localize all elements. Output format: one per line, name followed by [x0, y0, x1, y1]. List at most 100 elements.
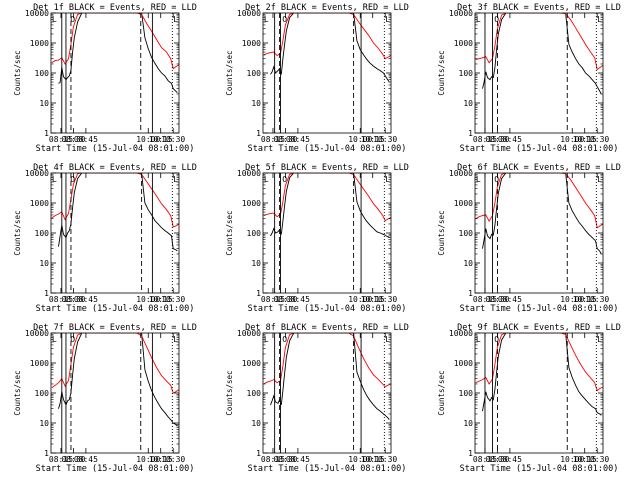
panel-8-xlabel: Start Time (15-Jul-04 08:01:00) — [248, 464, 407, 474]
panel-7-title: Det 7f BLACK = Events, RED = LLD — [33, 323, 197, 333]
panel-3-ytick-label-2: 10 — [463, 99, 473, 108]
panel-6-ylabel: Counts/sec — [437, 210, 446, 255]
panel-6-xtick-label-1: 08:15 — [473, 295, 497, 304]
panel-2-xtick-label-3: 08:45 — [286, 135, 310, 144]
panel-9-corner-label-2: O — [494, 335, 499, 344]
panel-7-ytick-label-1: 1 — [44, 449, 49, 458]
panel-3-corner-label-1: L — [476, 15, 481, 24]
panel-8: Det 8f BLACK = Events, RED = LLD L O L 1 10 10… — [225, 323, 409, 474]
panel-4-xlabel: Start Time (15-Jul-04 08:01:00) — [36, 304, 195, 314]
panel-7-ytick-label-3: 100 — [35, 389, 50, 398]
panel-3-xtick-label-2: 08:30 — [485, 135, 509, 144]
panel-5-xlabel: Start Time (15-Jul-04 08:01:00) — [248, 304, 407, 314]
panel-5-ytick-label-3: 100 — [247, 229, 262, 238]
panel-6-ytick-label-1: 1 — [468, 289, 473, 298]
panel-3: Det 3f BLACK = Events, RED = LLD L O L 1 10 10… — [437, 3, 621, 154]
panel-8-corner-label-3: L — [385, 335, 390, 344]
panel-1-ytick-label-5: 10000 — [25, 9, 49, 18]
panel-8-xtick-label-1: 08:15 — [261, 455, 285, 464]
panel-1-series-group — [51, 13, 179, 94]
panel-6-xtick-label-4: 10:00 — [560, 295, 584, 304]
panel-7-series-group — [51, 333, 179, 427]
panel-4-xtick-label-6: 10:30 — [161, 295, 185, 304]
panel-7-xlabel: Start Time (15-Jul-04 08:01:00) — [36, 464, 195, 474]
panel-5-ytick-label-5: 10000 — [237, 169, 261, 178]
panel-1-xtick-label-5: 10:15 — [149, 135, 173, 144]
panel-5-xtick-label-2: 08:30 — [273, 295, 297, 304]
panel-8-ytick-label-5: 10000 — [237, 329, 261, 338]
panel-9-series-group — [475, 333, 603, 416]
panel-2-ytick-label-2: 10 — [251, 99, 261, 108]
panel-1-corner-label-1: L — [52, 15, 57, 24]
panel-4-ytick-label-5: 10000 — [25, 169, 49, 178]
panel-6-xlabel: Start Time (15-Jul-04 08:01:00) — [460, 304, 619, 314]
panel-5-ylabel: Counts/sec — [225, 210, 234, 255]
panel-4-xtick-label-4: 10:00 — [136, 295, 160, 304]
panel-7-axes-frame — [50, 332, 180, 454]
panel-5-xtick-label-3: 08:45 — [286, 295, 310, 304]
panel-8-ytick-label-1: 1 — [256, 449, 261, 458]
panel-9: Det 9f BLACK = Events, RED = LLD L O L 1 10 10… — [437, 323, 621, 474]
panel-8-ytick-label-4: 1000 — [242, 359, 261, 368]
panel-6: Det 6f BLACK = Events, RED = LLD L O L 1 10 10… — [437, 163, 621, 314]
panel-7-series-lld — [51, 333, 179, 394]
panel-1-xtick-label-1: 08:15 — [49, 135, 73, 144]
panel-7-series-events — [58, 333, 178, 427]
panel-6-xtick-label-6: 10:30 — [585, 295, 609, 304]
panel-6-series-group — [475, 173, 603, 255]
panel-4-xtick-label-2: 08:30 — [61, 295, 85, 304]
panel-4-ytick-label-4: 1000 — [30, 199, 49, 208]
panel-9-xtick-label-5: 10:15 — [573, 455, 597, 464]
panel-4-xtick-label-3: 08:45 — [74, 295, 98, 304]
panel-2-xlabel: Start Time (15-Jul-04 08:01:00) — [248, 144, 407, 154]
panel-4-ytick-label-3: 100 — [35, 229, 50, 238]
panel-5-corner-label-3: L — [385, 175, 390, 184]
panel-2-ytick-label-3: 100 — [247, 69, 262, 78]
panel-8-xtick-label-5: 10:15 — [361, 455, 385, 464]
panel-9-series-events — [482, 333, 602, 416]
panel-9-xtick-label-4: 10:00 — [560, 455, 584, 464]
panel-2-ytick-label-4: 1000 — [242, 39, 261, 48]
panel-1-title: Det 1f BLACK = Events, RED = LLD — [33, 3, 197, 13]
panel-2-xtick-label-6: 10:30 — [373, 135, 397, 144]
panel-5-series-events — [270, 173, 390, 238]
panel-1-xlabel: Start Time (15-Jul-04 08:01:00) — [36, 144, 195, 154]
panel-4-series-lld — [51, 173, 179, 228]
panel-9-title: Det 9f BLACK = Events, RED = LLD — [457, 323, 621, 333]
panel-2-xtick-label-1: 08:15 — [261, 135, 285, 144]
panel-7-corner-label-1: L — [52, 335, 57, 344]
panel-4-corner-label-3: L — [173, 175, 178, 184]
panel-1-series-lld — [51, 13, 179, 70]
panel-2-axes-frame — [262, 12, 392, 134]
panel-8-series-events — [270, 333, 390, 420]
panel-5-xtick-label-5: 10:15 — [361, 295, 385, 304]
panel-7-corner-label-3: L — [173, 335, 178, 344]
panel-2-corner-label-3: L — [385, 15, 390, 24]
panel-2-corner-label-1: L — [264, 15, 269, 24]
panel-2-xtick-label-4: 10:00 — [348, 135, 372, 144]
panel-7-xtick-label-5: 10:15 — [149, 455, 173, 464]
panel-1-ytick-label-3: 100 — [35, 69, 50, 78]
panel-1-corner-label-2: O — [70, 15, 75, 24]
panel-6-series-events — [482, 173, 602, 255]
panel-9-ytick-label-2: 10 — [463, 419, 473, 428]
panel-7-xtick-label-1: 08:15 — [49, 455, 73, 464]
panel-3-xtick-label-6: 10:30 — [585, 135, 609, 144]
panel-8-xtick-label-2: 08:30 — [273, 455, 297, 464]
panel-7-xtick-label-4: 10:00 — [136, 455, 160, 464]
panel-3-corner-label-3: L — [597, 15, 602, 24]
panel-4-series-group — [51, 173, 179, 252]
panel-3-ytick-label-4: 1000 — [454, 39, 473, 48]
panel-6-axes-frame — [474, 172, 604, 294]
panel-7-ytick-label-2: 10 — [39, 419, 49, 428]
panel-5-ytick-label-1: 1 — [256, 289, 261, 298]
panel-6-ytick-label-5: 10000 — [449, 169, 473, 178]
panel-5-corner-label-1: L — [264, 175, 269, 184]
panel-7-xtick-label-6: 10:30 — [161, 455, 185, 464]
panel-3-xtick-label-1: 08:15 — [473, 135, 497, 144]
panel-3-xlabel: Start Time (15-Jul-04 08:01:00) — [460, 144, 619, 154]
panel-6-xtick-label-3: 08:45 — [498, 295, 522, 304]
panel-5-xtick-label-1: 08:15 — [261, 295, 285, 304]
panel-6-ytick-label-4: 1000 — [454, 199, 473, 208]
